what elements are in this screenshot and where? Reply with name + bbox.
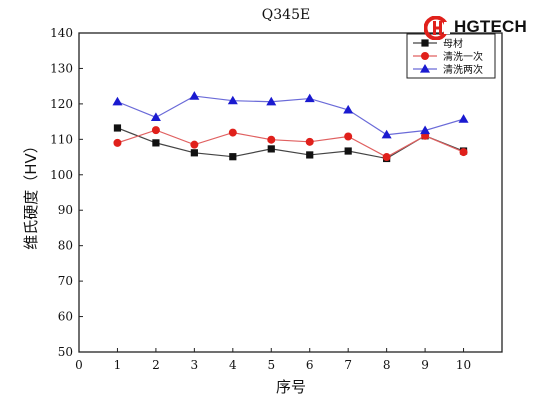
data-point: [151, 126, 160, 135]
data-point: [266, 96, 277, 106]
y-tick-label: 140: [50, 26, 73, 40]
y-tick-label: 70: [58, 274, 73, 288]
legend-marker: [421, 52, 429, 60]
data-point: [343, 104, 354, 114]
y-tick-label: 130: [50, 61, 73, 75]
data-point: [382, 153, 391, 162]
x-tick-label: 5: [267, 358, 275, 372]
y-axis-label: 维氏硬度（HV）: [22, 138, 40, 250]
x-tick-label: 0: [75, 358, 83, 372]
x-tick-label: 7: [344, 358, 352, 372]
data-point: [267, 145, 275, 153]
data-point: [152, 139, 160, 147]
data-point: [112, 96, 123, 106]
data-point: [420, 125, 431, 135]
x-tick-label: 1: [114, 358, 122, 372]
plot-area-frame: [78, 32, 503, 353]
y-tick-label: 60: [58, 310, 73, 324]
data-point: [113, 138, 122, 147]
axes: 0 1 2 3 4 5 6 7 8 9 10 50 60 70 80 90 100 110 120 130 140: [50, 26, 471, 372]
data-point: [267, 135, 276, 144]
x-tick-label: 4: [229, 358, 237, 372]
series-3: [112, 91, 469, 139]
y-tick-label: 50: [58, 345, 73, 359]
data-point: [190, 140, 199, 149]
legend-item: 母材: [413, 37, 463, 50]
data-point: [190, 149, 198, 157]
y-tick-label: 90: [58, 203, 73, 217]
hgtech-logo-icon: [424, 16, 450, 40]
data-point: [228, 128, 237, 137]
data-point: [229, 153, 237, 161]
legend-item: 清洗两次: [413, 63, 483, 76]
series-2: [113, 126, 468, 162]
legend-label: 清洗两次: [443, 63, 483, 76]
legend-label: 母材: [443, 37, 463, 50]
series-layer: [112, 91, 469, 163]
data-point: [113, 124, 122, 132]
chart-title: Q345E: [262, 7, 310, 23]
data-point: [227, 95, 238, 105]
data-point: [459, 148, 468, 157]
data-point: [344, 132, 353, 141]
y-tick-label: 120: [50, 97, 73, 111]
data-point: [381, 129, 392, 139]
y-tick-label: 80: [58, 239, 73, 253]
data-point: [150, 112, 161, 121]
series-line: [117, 127, 464, 160]
series-line: [117, 95, 464, 136]
legend-item: 清洗一次: [413, 50, 483, 63]
y-tick-label: 100: [50, 168, 73, 182]
data-point: [305, 137, 314, 146]
brand-logo: HGTECH: [424, 16, 548, 40]
x-tick-label: 6: [306, 358, 314, 372]
data-point: [344, 147, 352, 155]
data-point: [306, 151, 314, 159]
y-tick-label: 110: [50, 132, 73, 146]
data-point: [189, 91, 200, 100]
brand-name: HGTECH: [454, 17, 527, 36]
x-tick-label: 8: [383, 358, 391, 372]
x-axis-label: 序号: [276, 378, 306, 396]
legend-label: 清洗一次: [443, 50, 483, 63]
series-1: [113, 124, 468, 163]
x-tick-label: 10: [456, 358, 471, 372]
data-point: [458, 114, 469, 123]
x-tick-label: 9: [421, 358, 429, 372]
series-line: [117, 129, 464, 158]
x-tick-label: 3: [191, 358, 199, 372]
legend-marker: [420, 64, 430, 73]
data-point: [304, 93, 315, 103]
x-tick-label: 2: [152, 358, 160, 372]
legend-marker: [421, 39, 429, 47]
